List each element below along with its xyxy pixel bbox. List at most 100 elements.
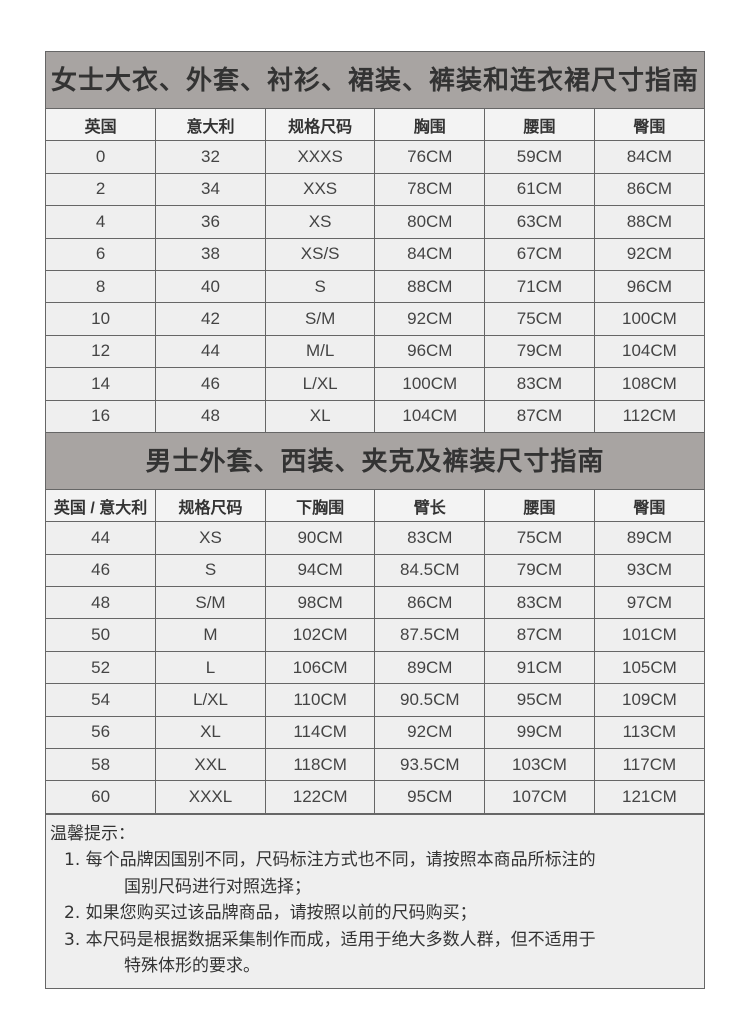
note-text: 3. 本尺码是根据数据采集制作而成，适用于绝大多数人群，但不适用于 xyxy=(64,929,596,950)
table-cell: 52 xyxy=(46,650,157,685)
table-cell: 95CM xyxy=(484,683,595,717)
table-cell: 90.5CM xyxy=(374,683,486,717)
column-header: 英国 xyxy=(46,109,157,142)
table-cell: 16 xyxy=(46,399,157,433)
table-cell: 46 xyxy=(46,553,157,588)
table-cell: 12 xyxy=(46,334,157,369)
column-header: 胸围 xyxy=(374,109,486,142)
table-cell: 44 xyxy=(155,334,266,369)
table-cell: 93CM xyxy=(593,553,704,588)
table-cell: 87CM xyxy=(484,399,595,433)
table-cell: 95CM xyxy=(374,780,486,814)
table-row: 60 XXXL 122CM 95CM 107CM 121CM xyxy=(46,780,704,814)
table-row: 4 36 XS 80CM 63CM 88CM xyxy=(46,205,704,239)
table-cell: 79CM xyxy=(484,334,595,369)
table-cell: 112CM xyxy=(593,399,704,433)
table-cell: 54 xyxy=(46,683,157,717)
table-cell: 102CM xyxy=(264,618,376,652)
table-row: 58 XXL 118CM 93.5CM 103CM 117CM xyxy=(46,748,704,782)
table-cell: 2 xyxy=(46,172,157,207)
table-cell: 84CM xyxy=(593,140,704,174)
size-guide: 女士大衣、外套、衬衫、裙装、裤装和连衣裙尺寸指南 英国 意大利 规格尺码 胸围 腰围臀围… xyxy=(45,51,705,989)
header-row: 英国 / 意大利 规格尺码 下胸围 臂长 腰围 臀围 xyxy=(46,489,704,523)
column-header: 腰围 xyxy=(484,109,595,142)
column-header: 英国 / 意大利 xyxy=(46,489,157,523)
table-row: 0 32 XXXS 76CM 59CM 84CM xyxy=(46,140,704,174)
table-cell: 36 xyxy=(155,205,266,239)
table-cell: 38 xyxy=(155,237,266,271)
table-cell: 60 xyxy=(46,780,157,814)
table-cell: 104CM xyxy=(374,399,486,433)
table-cell: 114CM xyxy=(264,715,376,750)
table-cell: 40 xyxy=(155,269,266,304)
men-size-table: 英国 / 意大利 规格尺码 下胸围 臂长 腰围 臀围 44 XS 90CM 83CM 75CM 89C… xyxy=(46,489,704,814)
table-cell: XS xyxy=(155,521,266,555)
table-cell: 97CM xyxy=(593,586,704,620)
table-cell: 118CM xyxy=(264,748,376,782)
table-cell: XS/S xyxy=(264,237,376,271)
men-size-title: 男士外套、西装、夹克及裤装尺寸指南 xyxy=(46,432,704,490)
table-cell: 83CM xyxy=(374,521,486,555)
note-continuation: 国别尺码进行对照选择； xyxy=(124,876,311,897)
table-row: 52 L 106CM 89CM 91CM 105CM xyxy=(46,650,704,685)
table-cell: L/XL xyxy=(155,683,266,717)
table-cell: 100CM xyxy=(593,302,704,336)
table-cell: 86CM xyxy=(374,586,486,620)
note-item: 1. 每个品牌因国别不同，尺码标注方式也不同，请按照本商品所标注的国别尺码进行对… xyxy=(50,847,700,900)
table-cell: 96CM xyxy=(593,269,704,304)
table-cell: 67CM xyxy=(484,237,595,271)
table-cell: 93.5CM xyxy=(374,748,486,782)
table-cell: S/M xyxy=(264,302,376,336)
table-cell: 63CM xyxy=(484,205,595,239)
table-row: 10 42 S/M 92CM 75CM 100CM xyxy=(46,302,704,336)
table-cell: 50 xyxy=(46,618,157,652)
table-cell: XXXL xyxy=(155,780,266,814)
table-cell: 84.5CM xyxy=(374,553,486,588)
table-cell: 92CM xyxy=(593,237,704,271)
table-cell: 96CM xyxy=(374,334,486,369)
table-cell: 121CM xyxy=(593,780,704,814)
table-cell: 61CM xyxy=(484,172,595,207)
table-cell: 110CM xyxy=(264,683,376,717)
table-cell: 88CM xyxy=(374,269,486,304)
table-cell: 100CM xyxy=(374,367,486,401)
table-cell: XL xyxy=(155,715,266,750)
table-cell: 78CM xyxy=(374,172,486,207)
column-header: 规格尺码 xyxy=(264,109,376,142)
table-cell: 42 xyxy=(155,302,266,336)
table-cell: 0 xyxy=(46,140,157,174)
table-cell: 83CM xyxy=(484,367,595,401)
table-row: 46 S 94CM 84.5CM 79CM 93CM xyxy=(46,553,704,588)
table-cell: 94CM xyxy=(264,553,376,588)
table-cell: 87CM xyxy=(484,618,595,652)
table-cell: 113CM xyxy=(593,715,704,750)
table-row: 44 XS 90CM 83CM 75CM 89CM xyxy=(46,521,704,555)
table-row: 8 40 S 88CM 71CM 96CM xyxy=(46,269,704,304)
table-cell: 89CM xyxy=(374,650,486,685)
note-item: 3. 本尺码是根据数据采集制作而成，适用于绝大多数人群，但不适用于 特殊体形的要求… xyxy=(50,927,700,980)
table-cell: 107CM xyxy=(484,780,595,814)
table-cell: XS xyxy=(264,205,376,239)
table-cell: 87.5CM xyxy=(374,618,486,652)
note-text: 1. 每个品牌因国别不同，尺码标注方式也不同，请按照本商品所标注的 xyxy=(64,850,596,871)
column-header: 意大利 xyxy=(155,109,266,142)
column-header: 臀围 xyxy=(593,489,704,523)
table-cell: XXXS xyxy=(264,140,376,174)
table-cell: 91CM xyxy=(484,650,595,685)
table-row: 16 48 XL 104CM 87CM 112CM xyxy=(46,399,704,433)
table-cell: 14 xyxy=(46,367,157,401)
table-cell: XXL xyxy=(155,748,266,782)
women-size-title: 女士大衣、外套、衬衫、裙装、裤装和连衣裙尺寸指南 xyxy=(46,52,704,109)
table-cell: 92CM xyxy=(374,302,486,336)
table-cell: 59CM xyxy=(484,140,595,174)
table-cell: 32 xyxy=(155,140,266,174)
table-cell: XXS xyxy=(264,172,376,207)
table-cell: 117CM xyxy=(593,748,704,782)
table-cell: 48 xyxy=(155,399,266,433)
table-cell: 108CM xyxy=(593,367,704,401)
table-cell: 86CM xyxy=(593,172,704,207)
table-cell: 103CM xyxy=(484,748,595,782)
table-cell: 75CM xyxy=(484,302,595,336)
table-cell: S xyxy=(264,269,376,304)
table-cell: 89CM xyxy=(593,521,704,555)
